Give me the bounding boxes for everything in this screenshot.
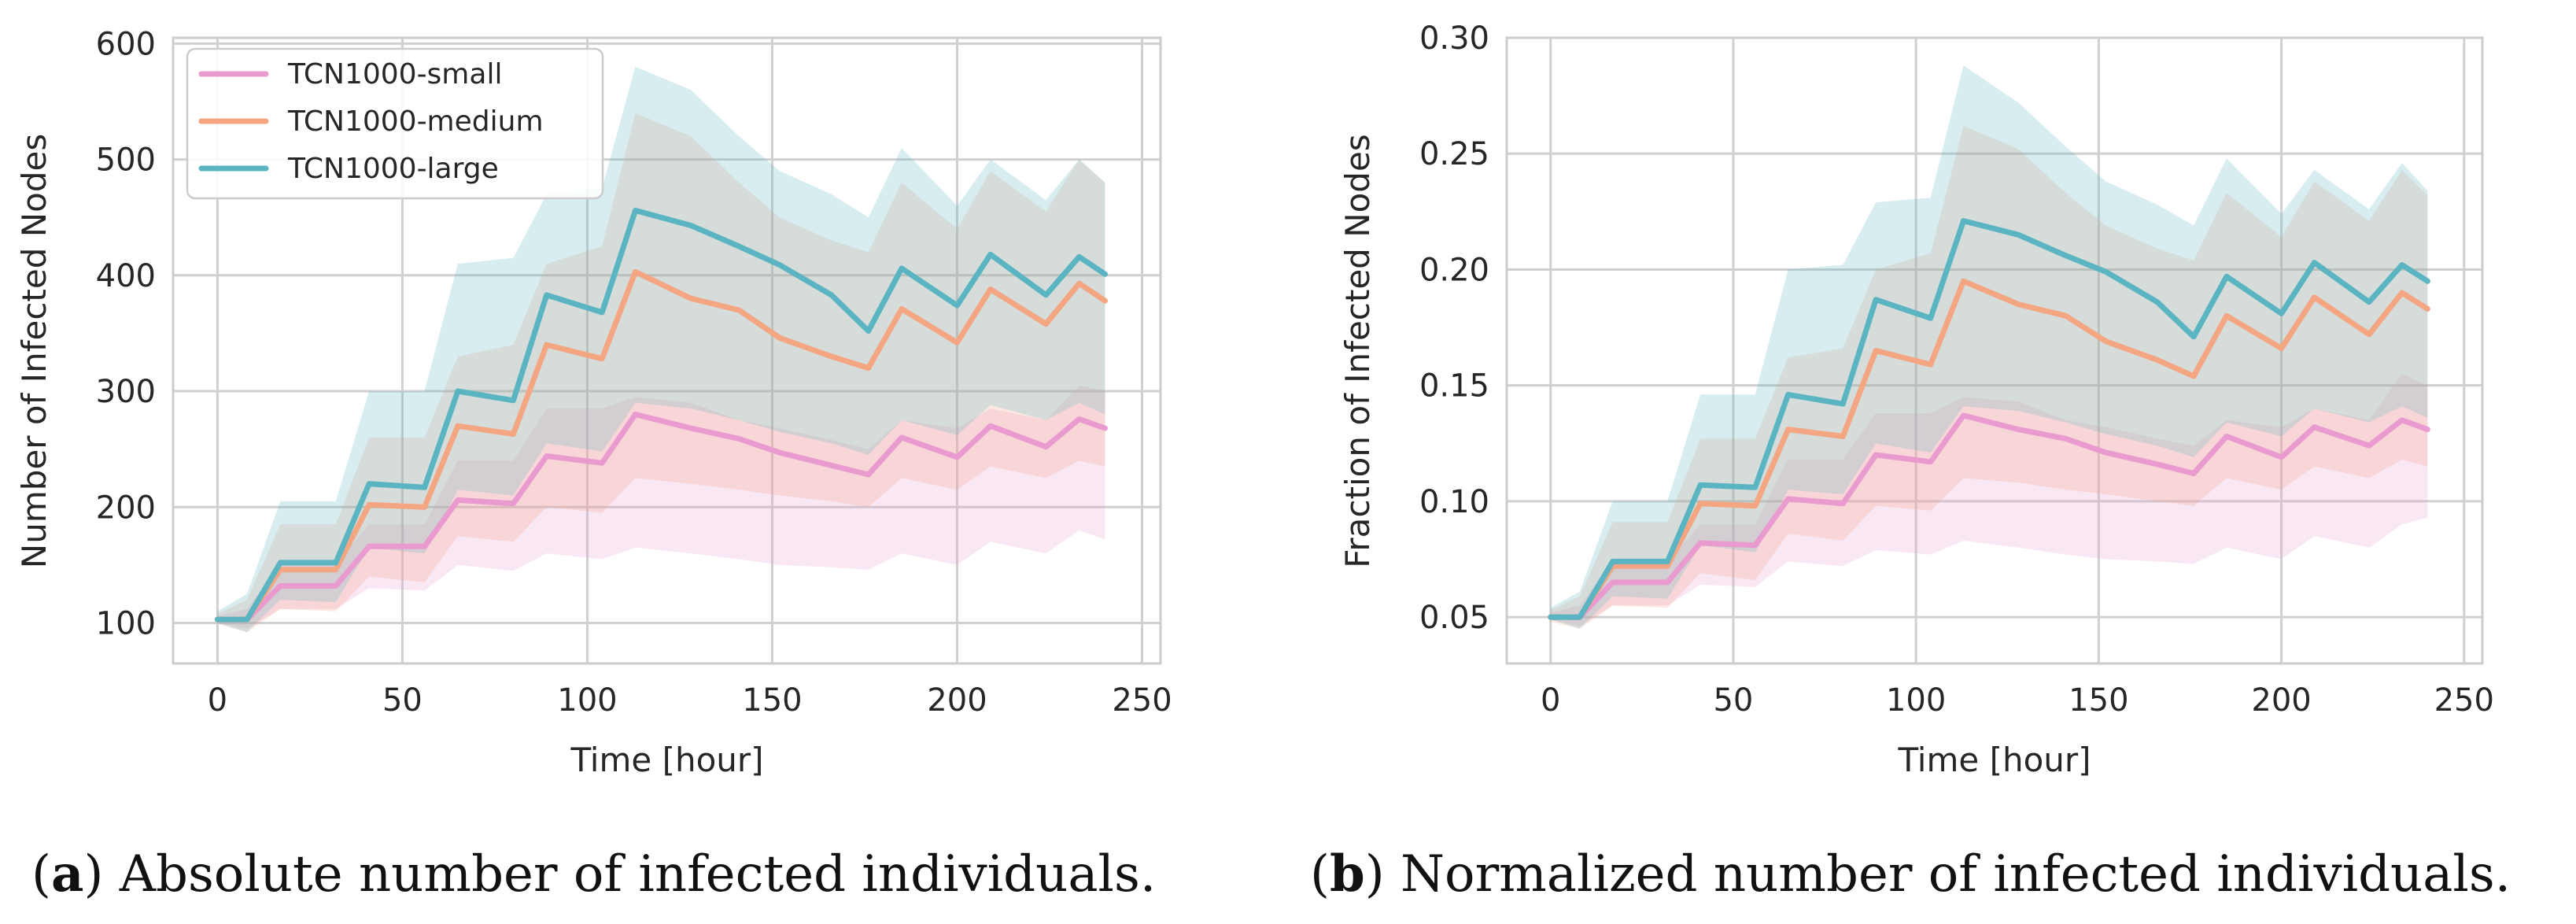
panel-a-line-large bbox=[214, 207, 1108, 623]
legend-box bbox=[186, 47, 604, 200]
panel-b-y-tick-label: 0.10 bbox=[1419, 484, 1489, 520]
panel-a-y-tick-label: 400 bbox=[96, 258, 156, 294]
panel-a-band-medium bbox=[217, 113, 1105, 633]
panel-a-band-small bbox=[217, 385, 1105, 629]
panel-b-frame bbox=[1505, 36, 2484, 665]
legend-label-medium: TCN1000-medium bbox=[287, 105, 544, 138]
panel-b-x-tick-label: 200 bbox=[2251, 682, 2311, 719]
panel-a-frame bbox=[172, 36, 1162, 665]
panel-a-y-axis-label: Number of Infected Nodes bbox=[15, 134, 54, 568]
panel-b-x-tick-label: 100 bbox=[1886, 682, 1946, 719]
caption-a-label: a bbox=[51, 845, 83, 904]
panel-b-y-tick-label: 0.15 bbox=[1419, 368, 1489, 405]
panel-a-x-tick-label: 100 bbox=[557, 682, 617, 719]
panel-b-y-ticks: 0.05 0.10 0.15 0.20 0.25 0.30 bbox=[1419, 20, 1489, 636]
panel-b-confidence-bands bbox=[1550, 65, 2428, 629]
panel-a-x-axis-label: Time [hour] bbox=[570, 741, 763, 779]
panel-b-band-small bbox=[1550, 373, 2428, 626]
panel-b-line-small bbox=[1548, 412, 2430, 620]
panel-a-y-tick-label: 600 bbox=[96, 26, 156, 62]
panel-a-x-tick-label: 200 bbox=[927, 682, 987, 719]
panel-b-y-tick-label: 0.20 bbox=[1419, 252, 1489, 288]
panel-b-line-medium bbox=[1548, 278, 2430, 620]
panel-a-x-tick-label: 250 bbox=[1112, 682, 1172, 719]
legend-label-small: TCN1000-small bbox=[287, 58, 502, 91]
panel-b-x-ticks: 0 50 100 150 200 250 bbox=[1541, 682, 2494, 719]
panel-a-series-lines bbox=[214, 207, 1108, 623]
panel-a-line-small bbox=[214, 412, 1108, 623]
panel-a-y-tick-label: 100 bbox=[96, 605, 156, 641]
panel-b-band-large bbox=[1550, 65, 2428, 629]
panel-b-band-medium bbox=[1550, 125, 2428, 629]
panel-a-grid bbox=[173, 38, 1161, 663]
panel-b-series-lines bbox=[1548, 218, 2430, 620]
panel-a-y-tick-label: 300 bbox=[96, 374, 156, 410]
panel-b-x-tick-label: 150 bbox=[2069, 682, 2128, 719]
panel-b-x-tick-label: 0 bbox=[1541, 682, 1560, 719]
panel-a-band-large bbox=[217, 66, 1105, 633]
panel-a-y-tick-label: 200 bbox=[96, 490, 156, 526]
panel-b-x-tick-label: 250 bbox=[2434, 682, 2494, 719]
caption-b-text: Normalized number of infected individual… bbox=[1401, 845, 2511, 904]
panel-a-x-tick-label: 50 bbox=[382, 682, 423, 719]
legend-label-large: TCN1000-large bbox=[287, 153, 499, 185]
panel-a-x-tick-label: 0 bbox=[208, 682, 227, 719]
caption-a-text: Absolute number of infected individuals. bbox=[119, 845, 1156, 904]
panel-a-line-medium bbox=[214, 268, 1108, 623]
panel-a-x-ticks: 0 50 100 150 200 250 bbox=[208, 682, 1172, 719]
panel-b-y-tick-label: 0.05 bbox=[1419, 600, 1489, 636]
panel-b-x-tick-label: 50 bbox=[1713, 682, 1753, 719]
panel-a: 0 50 100 150 200 250 100 200 300 400 500 600 Time … bbox=[15, 26, 1172, 779]
panel-b-y-tick-label: 0.25 bbox=[1419, 136, 1489, 172]
caption-b-label: b bbox=[1330, 845, 1365, 904]
panel-a-x-tick-label: 150 bbox=[742, 682, 802, 719]
panel-a-y-ticks: 100 200 300 400 500 600 bbox=[96, 26, 156, 641]
legend: TCN1000-small TCN1000-medium TCN1000-lar… bbox=[186, 47, 604, 200]
panel-b-y-tick-label: 0.30 bbox=[1419, 20, 1489, 57]
caption-a: (a) Absolute number of infected individu… bbox=[31, 845, 1156, 904]
panel-b: 0 50 100 150 200 250 0.05 0.10 0.15 0.20 0.25 0.30… bbox=[1338, 20, 2494, 779]
caption-b: (b) Normalized number of infected indivi… bbox=[1310, 845, 2511, 904]
panel-b-y-axis-label: Fraction of Infected Nodes bbox=[1338, 134, 1377, 567]
panel-b-x-axis-label: Time [hour] bbox=[1897, 741, 2091, 779]
panel-a-y-tick-label: 500 bbox=[96, 142, 156, 179]
panel-a-confidence-bands bbox=[217, 66, 1105, 633]
panel-b-grid bbox=[1507, 36, 2482, 663]
panel-b-line-large bbox=[1548, 218, 2430, 620]
